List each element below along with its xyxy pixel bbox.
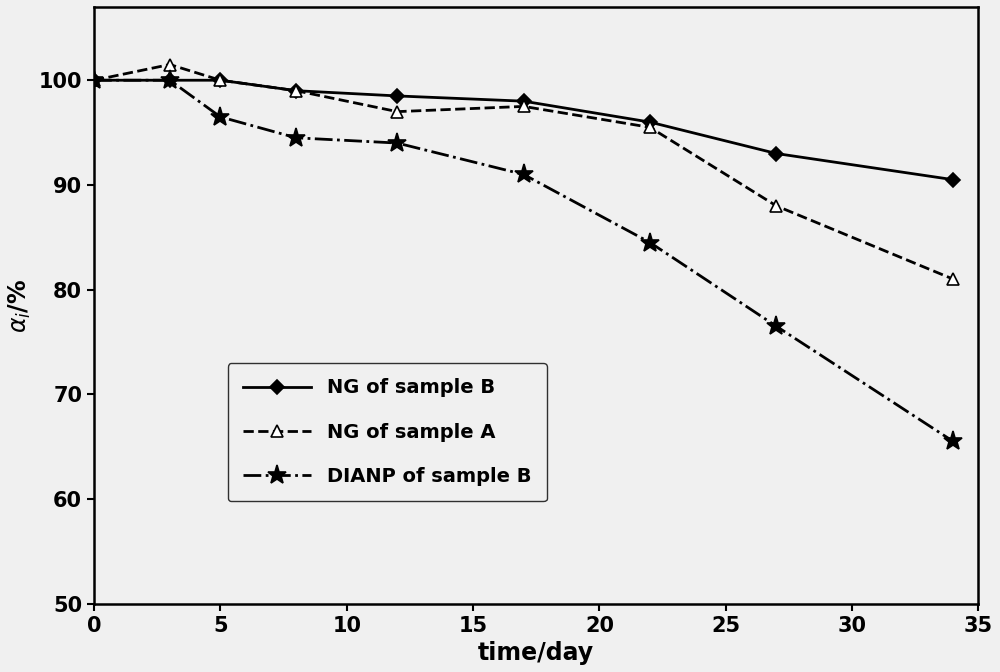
NG of sample A (644, 123, 656, 131)
DIANP of sample B (214, 113, 226, 121)
NG of sample A (391, 108, 403, 116)
NG of sample B (290, 87, 302, 95)
DIANP of sample B (164, 76, 176, 84)
Line: NG of sample B: NG of sample B (89, 75, 958, 185)
NG of sample B (947, 175, 959, 183)
DIANP of sample B (88, 76, 100, 84)
Y-axis label: $\alpha_i$/%: $\alpha_i$/% (7, 278, 33, 333)
NG of sample B (214, 76, 226, 84)
NG of sample A (290, 87, 302, 95)
NG of sample A (518, 102, 530, 110)
Line: DIANP of sample B: DIANP of sample B (84, 71, 963, 451)
Line: NG of sample A: NG of sample A (88, 58, 959, 286)
NG of sample A (770, 202, 782, 210)
NG of sample B (644, 118, 656, 126)
DIANP of sample B (770, 323, 782, 331)
NG of sample A (164, 60, 176, 69)
NG of sample B (88, 76, 100, 84)
DIANP of sample B (518, 171, 530, 179)
X-axis label: time/day: time/day (478, 641, 594, 665)
Legend: NG of sample B, NG of sample A, DIANP of sample B: NG of sample B, NG of sample A, DIANP of… (228, 363, 547, 501)
DIANP of sample B (644, 239, 656, 247)
NG of sample A (88, 76, 100, 84)
NG of sample B (518, 97, 530, 106)
DIANP of sample B (290, 134, 302, 142)
NG of sample A (947, 275, 959, 283)
NG of sample B (391, 92, 403, 100)
DIANP of sample B (391, 139, 403, 147)
NG of sample A (214, 76, 226, 84)
DIANP of sample B (947, 437, 959, 446)
NG of sample B (770, 149, 782, 157)
NG of sample B (164, 76, 176, 84)
